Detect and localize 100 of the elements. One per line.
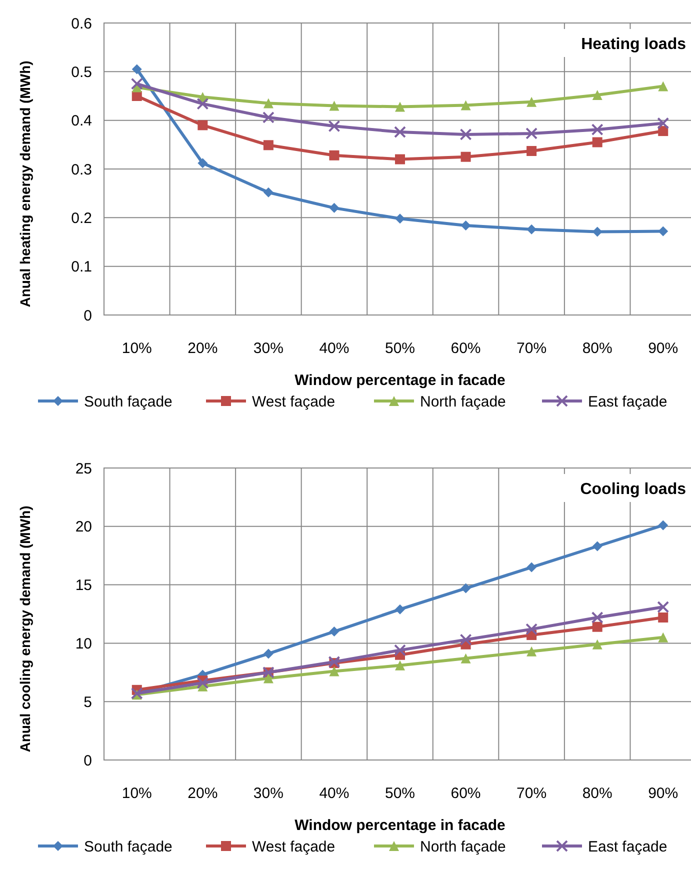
x-tick-label: 20% <box>188 785 218 802</box>
y-tick-label: 0 <box>84 307 92 324</box>
point <box>198 120 208 130</box>
x-axis-title: Window percentage in facade <box>294 372 506 389</box>
point <box>658 226 668 236</box>
x-tick-label: 80% <box>582 340 612 357</box>
point <box>658 632 668 642</box>
y-tick-label: 25 <box>75 460 92 478</box>
point <box>526 646 537 656</box>
legend-label: South façade <box>84 393 172 410</box>
point <box>262 111 274 124</box>
x-tick-label: 70% <box>516 785 547 802</box>
y-tick-label: 0.3 <box>71 161 92 178</box>
x-tick-label: 60% <box>450 340 481 357</box>
y-tick-label: 0.5 <box>71 64 92 81</box>
point <box>526 562 537 572</box>
point <box>329 202 340 213</box>
x-tick-label: 70% <box>516 340 547 357</box>
point <box>328 656 340 668</box>
y-tick-label: 0.1 <box>71 258 92 276</box>
point <box>263 187 274 198</box>
point <box>592 90 602 100</box>
point <box>460 653 471 664</box>
legend-label: North façade <box>420 393 506 410</box>
x-tick-label: 20% <box>188 340 218 357</box>
point <box>592 639 602 650</box>
legend-label: West façade <box>252 393 336 410</box>
point <box>395 214 405 224</box>
y-tick-label: 0.2 <box>71 210 92 227</box>
point <box>395 604 405 614</box>
point <box>526 127 538 140</box>
point <box>329 626 340 637</box>
point <box>329 100 340 111</box>
point <box>526 224 537 234</box>
x-tick-label: 40% <box>319 785 350 802</box>
point <box>132 91 142 101</box>
y-tick-label: 10 <box>75 635 92 652</box>
point <box>329 150 340 160</box>
point <box>592 541 602 552</box>
legend-label: West façade <box>252 838 336 856</box>
point <box>196 98 209 110</box>
point <box>526 96 537 107</box>
point <box>592 137 602 148</box>
y-tick-label: 0.4 <box>71 112 92 130</box>
legend-label: South façade <box>84 838 172 856</box>
point <box>657 600 670 613</box>
text: Cooling loads <box>580 481 686 498</box>
y-axis-title: Anual cooling energy demand (MWh) <box>17 506 33 752</box>
legend-label: East façade <box>588 393 668 410</box>
x-tick-label: 50% <box>384 785 416 802</box>
point <box>658 81 668 92</box>
point <box>657 117 670 130</box>
x-tick-label: 10% <box>122 340 152 357</box>
point <box>263 648 274 659</box>
legend-label: East façade <box>588 838 668 856</box>
x-tick-label: 90% <box>648 340 678 357</box>
point <box>395 660 405 670</box>
point <box>130 78 143 90</box>
x-tick-label: 10% <box>122 785 152 802</box>
point <box>592 226 602 237</box>
y-tick-label: 20 <box>75 518 92 536</box>
y-axis-title: Anual heating energy demand (MWh) <box>17 60 33 308</box>
point <box>263 98 274 108</box>
x-axis-title: Window percentage in facade <box>294 817 506 834</box>
x-tick-label: 60% <box>450 785 481 802</box>
y-tick-label: 5 <box>84 694 92 711</box>
point <box>460 634 472 646</box>
x-tick-label: 30% <box>253 340 284 357</box>
point <box>328 120 340 132</box>
point <box>526 623 538 636</box>
point <box>196 676 209 689</box>
point <box>395 154 405 164</box>
point <box>263 673 274 684</box>
legend-label: North façade <box>420 838 506 856</box>
x-tick-label: 90% <box>648 785 678 802</box>
y-tick-label: 0 <box>84 752 92 770</box>
x-tick-label: 40% <box>319 340 350 357</box>
point <box>460 100 471 110</box>
x-tick-label: 50% <box>384 340 416 357</box>
point <box>591 124 604 136</box>
point <box>394 644 406 656</box>
point <box>658 612 668 623</box>
point <box>132 64 142 74</box>
point <box>394 126 406 138</box>
text: Heating loads <box>581 36 686 53</box>
point <box>460 220 471 230</box>
point <box>263 140 274 150</box>
point <box>460 152 471 162</box>
point <box>460 583 471 594</box>
point <box>591 612 604 624</box>
x-tick-label: 30% <box>253 785 284 802</box>
point <box>395 102 405 112</box>
point <box>658 520 668 530</box>
point <box>460 128 472 140</box>
point <box>198 158 208 168</box>
point <box>526 146 537 156</box>
point <box>592 622 602 632</box>
point <box>329 666 340 676</box>
x-tick-label: 80% <box>582 785 612 802</box>
y-tick-label: 0.6 <box>71 15 92 32</box>
